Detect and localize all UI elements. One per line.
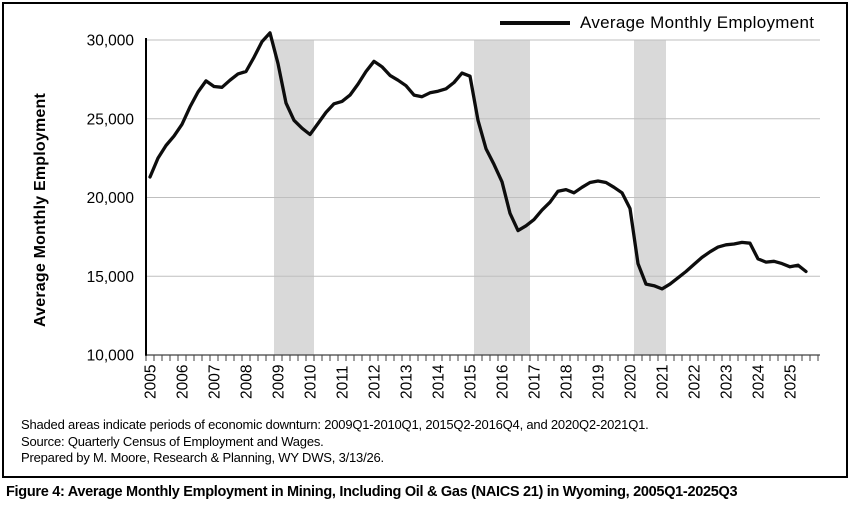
x-axis-year-label: 2015	[463, 365, 480, 399]
y-axis-tick-label: 30,000	[87, 33, 135, 50]
y-axis-tick-label: 25,000	[87, 111, 135, 128]
x-axis-year-label: 2017	[527, 365, 544, 399]
x-axis-year-label: 2016	[495, 365, 512, 399]
footnote-shaded-areas: Shaded areas indicate periods of economi…	[21, 417, 649, 432]
x-axis-year-label: 2014	[431, 364, 448, 399]
legend-label: Average Monthly Employment	[580, 13, 815, 32]
x-axis-year-label: 2010	[303, 364, 320, 399]
x-axis-year-label: 2012	[367, 365, 384, 399]
chart-legend: Average Monthly Employment	[500, 10, 814, 36]
x-axis-year-label: 2007	[207, 365, 224, 399]
x-axis-year-label: 2024	[751, 364, 768, 399]
footnote-prepared-by: Prepared by M. Moore, Research & Plannin…	[21, 450, 384, 465]
x-axis-year-label: 2013	[399, 365, 416, 399]
x-axis-year-label: 2005	[143, 365, 160, 399]
x-axis-year-label: 2018	[559, 365, 576, 399]
x-axis-year-label: 2025	[783, 365, 800, 399]
chart-footnotes: Shaded areas indicate periods of economi…	[21, 417, 649, 467]
legend-line-sample-icon	[500, 21, 570, 25]
x-axis-year-label: 2020	[623, 364, 640, 399]
x-axis-year-label: 2019	[591, 365, 608, 399]
figure-caption: Figure 4: Average Monthly Employment in …	[6, 484, 738, 500]
y-axis-title: Average Monthly Employment	[32, 93, 49, 327]
y-axis-tick-label: 15,000	[87, 269, 135, 286]
x-axis-year-label: 2022	[687, 365, 704, 399]
x-axis-year-label: 2021	[655, 365, 672, 399]
figure-border	[2, 2, 848, 478]
x-axis-year-label: 2008	[239, 365, 256, 399]
x-axis-year-label: 2006	[175, 365, 192, 399]
employment-line-chart: 10,000 15,000 20,000 25,000 30,000 2005 2006 20…	[87, 31, 820, 399]
y-axis-tick-label: 20,000	[87, 190, 135, 207]
employment-line	[148, 31, 808, 291]
x-axis-year-label: 2009	[271, 365, 288, 399]
footnote-source: Source: Quarterly Census of Employment a…	[21, 433, 324, 449]
x-axis-year-label: 2023	[719, 365, 736, 399]
y-axis-tick-label: 10,000	[87, 348, 135, 365]
x-axis-year-label: 2011	[335, 366, 352, 399]
